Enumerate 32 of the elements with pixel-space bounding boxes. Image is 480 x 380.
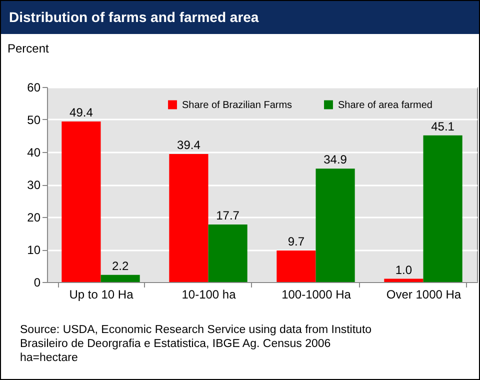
data-label: 39.4	[177, 138, 201, 152]
y-tick-label: 40	[27, 146, 41, 160]
bar	[276, 250, 316, 282]
y-tick-label: 10	[27, 243, 41, 257]
bar	[62, 121, 101, 282]
bar	[316, 168, 355, 282]
bar	[169, 154, 208, 282]
bar	[208, 224, 248, 282]
y-tick-label: 20	[27, 210, 41, 224]
bar	[423, 135, 462, 282]
chart-title: Distribution of farms and farmed area	[1, 1, 479, 34]
data-label: 45.1	[431, 119, 455, 134]
bar	[384, 278, 424, 282]
data-label: 17.7	[216, 208, 240, 222]
x-tick-label: 10-100 ha	[182, 288, 236, 302]
y-tick-label: 50	[27, 113, 41, 127]
y-tick-label: 0	[34, 276, 41, 290]
data-label: 49.4	[70, 105, 94, 120]
y-tick-label: 30	[27, 178, 41, 192]
data-label: 9.7	[288, 234, 305, 248]
x-tick-label: Over 1000 Ha	[386, 288, 462, 302]
legend-label: Share of Brazilian Farms	[182, 100, 292, 111]
text: ha=hectare	[20, 351, 79, 365]
x-tick-label: Up to 10 Ha	[69, 288, 134, 302]
bar	[100, 274, 140, 282]
y-tick-label: 60	[27, 80, 41, 94]
data-label: 34.9	[324, 152, 348, 167]
x-tick-label: 100-1000 Ha	[282, 288, 352, 302]
y-axis-title: Percent	[8, 42, 50, 56]
data-label: 2.2	[112, 258, 129, 273]
legend-label: Share of area farmed	[338, 100, 432, 111]
data-label: 1.0	[395, 262, 412, 277]
